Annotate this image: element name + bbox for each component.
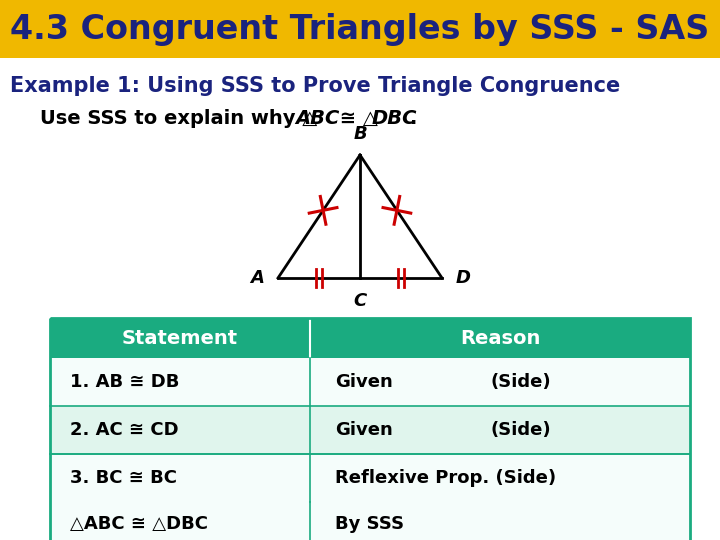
Text: Reason: Reason bbox=[460, 328, 540, 348]
Text: 1. AB ≅ DB: 1. AB ≅ DB bbox=[70, 373, 179, 391]
Text: Statement: Statement bbox=[122, 328, 238, 348]
Text: △ABC ≅ △DBC: △ABC ≅ △DBC bbox=[70, 515, 208, 533]
Text: ABC: ABC bbox=[295, 109, 339, 127]
Text: Example 1: Using SSS to Prove Triangle Congruence: Example 1: Using SSS to Prove Triangle C… bbox=[10, 76, 620, 96]
Bar bbox=[50, 358, 690, 406]
Text: D: D bbox=[456, 269, 471, 287]
Text: Use SSS to explain why △: Use SSS to explain why △ bbox=[40, 109, 318, 127]
Text: B: B bbox=[353, 125, 367, 143]
Text: Given: Given bbox=[335, 373, 392, 391]
Text: (Side): (Side) bbox=[490, 373, 551, 391]
Text: ≅ △: ≅ △ bbox=[333, 109, 378, 127]
Bar bbox=[0, 0, 720, 58]
Text: A: A bbox=[250, 269, 264, 287]
Bar bbox=[50, 406, 690, 454]
Text: 2. AC ≅ CD: 2. AC ≅ CD bbox=[70, 421, 179, 439]
Text: Given: Given bbox=[335, 421, 392, 439]
Bar bbox=[50, 454, 690, 502]
Bar bbox=[50, 502, 690, 540]
Text: (Side): (Side) bbox=[490, 421, 551, 439]
Text: Reflexive Prop. (Side): Reflexive Prop. (Side) bbox=[335, 469, 556, 487]
Text: C: C bbox=[354, 292, 366, 310]
Text: 3. BC ≅ BC: 3. BC ≅ BC bbox=[70, 469, 177, 487]
Text: By SSS: By SSS bbox=[335, 515, 404, 533]
Text: .: . bbox=[410, 109, 418, 127]
Bar bbox=[50, 318, 690, 358]
Text: DBC: DBC bbox=[372, 109, 418, 127]
Text: 4.3 Congruent Triangles by SSS - SAS: 4.3 Congruent Triangles by SSS - SAS bbox=[10, 12, 709, 45]
Bar bbox=[50, 318, 690, 540]
